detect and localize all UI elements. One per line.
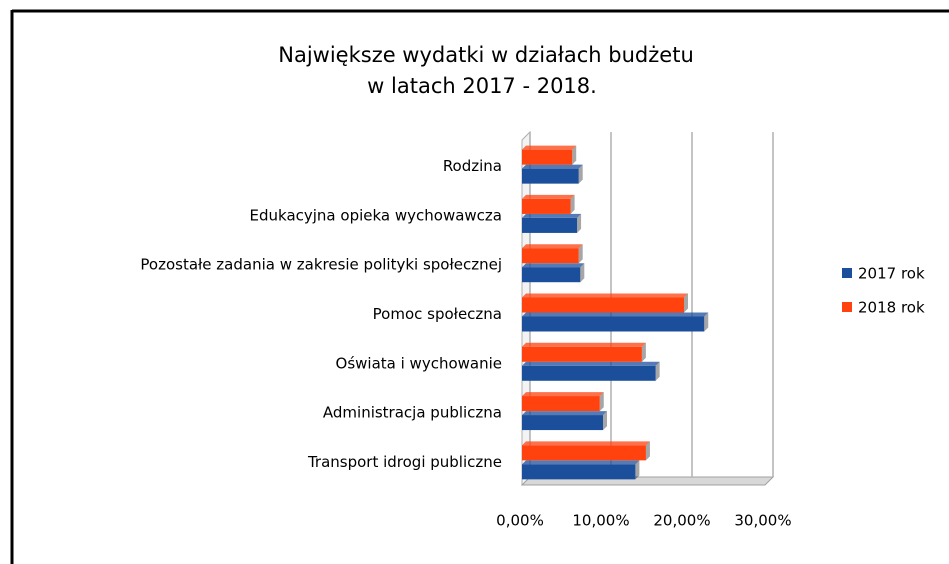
y-tick-label: Pomoc społeczna bbox=[373, 305, 502, 323]
bar-side bbox=[641, 342, 646, 362]
chart-title: Największe wydatki w działach budżetu bbox=[278, 43, 694, 67]
x-tick-label: 20,00% bbox=[653, 512, 710, 530]
bar-top bbox=[522, 145, 577, 150]
x-tick-label: 0,00% bbox=[496, 512, 544, 530]
legend-swatch bbox=[842, 268, 852, 278]
bar bbox=[522, 267, 581, 283]
bar bbox=[522, 149, 573, 165]
bar bbox=[522, 445, 646, 461]
legend-swatch bbox=[842, 302, 852, 312]
bar-side bbox=[578, 164, 583, 184]
bar-top bbox=[522, 411, 607, 416]
bar bbox=[522, 365, 656, 381]
bar bbox=[522, 396, 600, 412]
bar-side bbox=[580, 263, 585, 283]
y-tick-label: Rodzina bbox=[443, 157, 502, 175]
legend-label: 2017 rok bbox=[858, 265, 925, 283]
bar-side bbox=[635, 460, 640, 480]
bar-top bbox=[522, 342, 646, 347]
bar bbox=[522, 346, 642, 362]
bar-side bbox=[645, 441, 650, 461]
bar-side bbox=[577, 213, 582, 233]
x-tick-label: 30,00% bbox=[734, 512, 791, 530]
bar bbox=[522, 297, 684, 313]
y-tick-label: Administracja publiczna bbox=[323, 404, 502, 422]
bar-top bbox=[522, 263, 585, 268]
x-tick-label: 10,00% bbox=[572, 512, 629, 530]
y-tick-label: Pozostałe zadania w zakresie polityki sp… bbox=[140, 256, 502, 274]
bar-side bbox=[704, 312, 709, 332]
bar-top bbox=[522, 392, 604, 397]
bar-top bbox=[522, 164, 583, 169]
chart-title: w latach 2017 - 2018. bbox=[367, 74, 597, 98]
y-tick-label: Oświata i wychowanie bbox=[336, 354, 502, 372]
bar-side bbox=[684, 293, 688, 313]
bar-side bbox=[603, 411, 607, 431]
y-tick-label: Transport idrogi publiczne bbox=[307, 453, 502, 471]
bar bbox=[522, 198, 571, 214]
bar-top bbox=[522, 194, 575, 199]
bar-top bbox=[522, 361, 660, 366]
bar bbox=[522, 248, 579, 264]
bar-side bbox=[655, 361, 660, 381]
bar-side bbox=[578, 244, 583, 264]
bar-top bbox=[522, 312, 709, 317]
bar bbox=[522, 464, 636, 480]
bar-top bbox=[522, 244, 583, 249]
bar-top bbox=[522, 213, 582, 218]
y-tick-label: Edukacyjna opieka wychowawcza bbox=[250, 206, 502, 224]
bar bbox=[522, 415, 603, 431]
bar bbox=[522, 316, 705, 332]
bar-top bbox=[522, 441, 650, 446]
bar-side bbox=[599, 392, 604, 412]
legend-label: 2018 rok bbox=[858, 299, 925, 317]
bar bbox=[522, 217, 578, 233]
bar-side bbox=[570, 194, 575, 214]
bar bbox=[522, 168, 579, 184]
bar-top bbox=[522, 293, 688, 298]
bar-side bbox=[572, 145, 577, 165]
bar-top bbox=[522, 460, 640, 465]
